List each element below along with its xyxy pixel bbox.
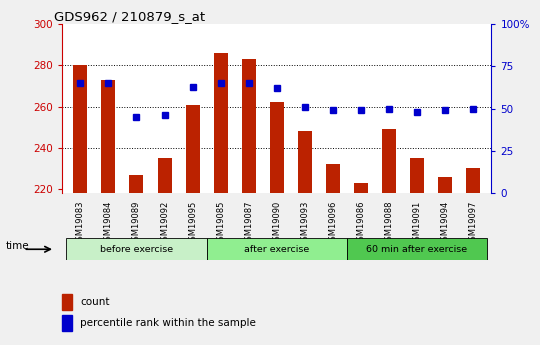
Bar <box>158 158 172 193</box>
Bar <box>326 164 340 193</box>
Text: before exercise: before exercise <box>100 245 173 254</box>
Bar <box>410 158 424 193</box>
Bar <box>214 53 228 193</box>
Text: percentile rank within the sample: percentile rank within the sample <box>80 318 256 328</box>
Bar <box>102 80 116 193</box>
Bar <box>298 131 312 193</box>
Bar <box>466 168 480 193</box>
FancyBboxPatch shape <box>66 238 207 260</box>
Bar <box>270 102 284 193</box>
Bar <box>354 183 368 193</box>
Bar <box>130 175 144 193</box>
Bar <box>382 129 396 193</box>
Text: GDS962 / 210879_s_at: GDS962 / 210879_s_at <box>53 10 205 23</box>
Text: after exercise: after exercise <box>244 245 309 254</box>
Text: time: time <box>5 241 29 251</box>
Bar <box>242 59 256 193</box>
FancyBboxPatch shape <box>347 238 487 260</box>
Bar <box>62 294 72 310</box>
FancyBboxPatch shape <box>207 238 347 260</box>
Bar <box>438 177 452 193</box>
Bar <box>186 105 200 193</box>
Text: count: count <box>80 297 110 307</box>
Bar <box>62 315 72 331</box>
Text: 60 min after exercise: 60 min after exercise <box>367 245 468 254</box>
Bar <box>73 66 87 193</box>
